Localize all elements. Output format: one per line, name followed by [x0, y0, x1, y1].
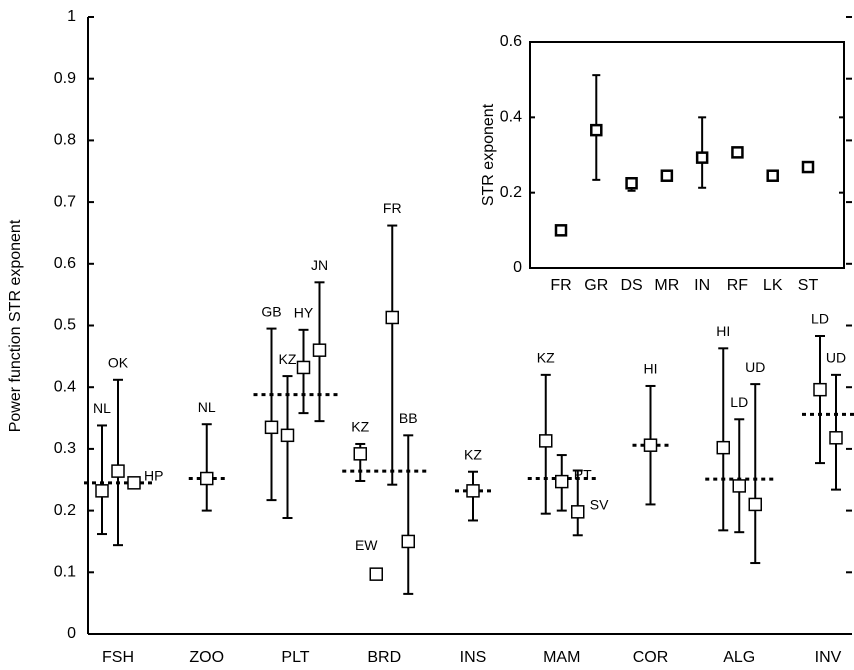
x-tick-label: COR: [633, 649, 669, 666]
y-tick-label: 0.3: [54, 440, 76, 457]
point-label: HP: [144, 468, 163, 484]
point-label: KZ: [351, 419, 369, 435]
point-label: LD: [730, 394, 748, 410]
x-tick-label: FSH: [102, 649, 134, 666]
point-label: UD: [745, 359, 765, 375]
point: [539, 434, 553, 448]
point: [312, 343, 327, 357]
x-tick-label: ALG: [723, 649, 755, 666]
point: [401, 534, 415, 549]
point-label: HI: [644, 361, 658, 377]
point-label: KZ: [464, 446, 482, 462]
point: [748, 497, 762, 512]
point-label: LD: [811, 311, 829, 327]
point: [264, 420, 279, 435]
x-tick-label: INS: [460, 649, 487, 666]
point: [95, 484, 109, 498]
inset-point: [731, 146, 744, 159]
point-label: FR: [383, 200, 402, 216]
inset-y-tick-label: 0.2: [500, 184, 522, 201]
point: [813, 382, 827, 397]
inset-x-tick-label: MR: [654, 277, 679, 294]
point: [385, 310, 399, 325]
y-tick-label: 0.2: [54, 502, 76, 519]
point-label: GB: [261, 303, 281, 319]
point: [200, 471, 214, 486]
inset-point: [625, 177, 638, 190]
point: [353, 447, 367, 461]
point-label: JN: [311, 257, 328, 273]
point: [571, 505, 585, 519]
inset-x-tick-label: LK: [763, 277, 783, 294]
inset-point: [554, 224, 568, 237]
inset-x-tick-label: DS: [620, 277, 642, 294]
inset-y-tick-label: 0.4: [500, 109, 522, 126]
x-tick-label: BRD: [367, 649, 401, 666]
point: [732, 479, 746, 493]
inset-point: [590, 123, 603, 137]
point: [829, 431, 843, 445]
point-label: SV: [590, 497, 609, 513]
y-tick-label: 0: [67, 625, 76, 642]
inset-y-tick-label: 0: [513, 259, 522, 276]
inset-x-tick-label: GR: [584, 277, 608, 294]
point-label: BB: [399, 410, 418, 426]
point: [111, 464, 125, 478]
point-label: PT: [574, 466, 592, 482]
point-label: OK: [108, 354, 129, 370]
inset-point: [695, 151, 709, 164]
y-tick-label: 0.8: [54, 132, 76, 149]
point: [555, 474, 569, 489]
x-tick-label: INV: [815, 649, 842, 666]
inset-y-tick-label: 0.6: [500, 33, 522, 50]
point-label: NL: [93, 400, 111, 416]
inset-point: [660, 169, 674, 182]
point: [280, 428, 295, 443]
point-label: HI: [716, 323, 730, 339]
inset-x-tick-label: RF: [727, 277, 749, 294]
point-label: KZ: [537, 350, 555, 366]
inset-y-axis-label: STR exponent: [480, 103, 497, 206]
point-label: NL: [198, 399, 216, 415]
y-tick-label: 0.5: [54, 317, 76, 334]
x-tick-label: MAM: [543, 649, 580, 666]
point-label: HY: [294, 305, 314, 321]
x-tick-label: ZOO: [189, 649, 224, 666]
y-tick-label: 0.4: [54, 378, 76, 395]
inset-point: [801, 160, 815, 174]
inset-x-tick-label: IN: [694, 277, 710, 294]
point: [127, 476, 141, 490]
point: [369, 567, 383, 581]
y-tick-label: 0.6: [54, 255, 76, 272]
y-tick-label: 1: [67, 8, 76, 25]
inset-frame: [529, 41, 845, 269]
inset-x-tick-label: FR: [550, 277, 571, 294]
point: [643, 438, 658, 452]
y-tick-label: 0.1: [54, 564, 76, 581]
y-tick-label: 0.9: [54, 70, 76, 87]
y-axis-label: Power function STR exponent: [7, 219, 24, 432]
point-label: EW: [355, 537, 378, 553]
point: [466, 484, 480, 498]
point: [716, 440, 730, 455]
point-label: UD: [826, 350, 846, 366]
inset-point: [766, 169, 779, 182]
x-tick-label: PLT: [281, 649, 309, 666]
point-label: KZ: [279, 351, 297, 367]
inset-x-tick-label: ST: [798, 277, 819, 294]
y-tick-label: 0.7: [54, 193, 76, 210]
point: [296, 360, 311, 375]
